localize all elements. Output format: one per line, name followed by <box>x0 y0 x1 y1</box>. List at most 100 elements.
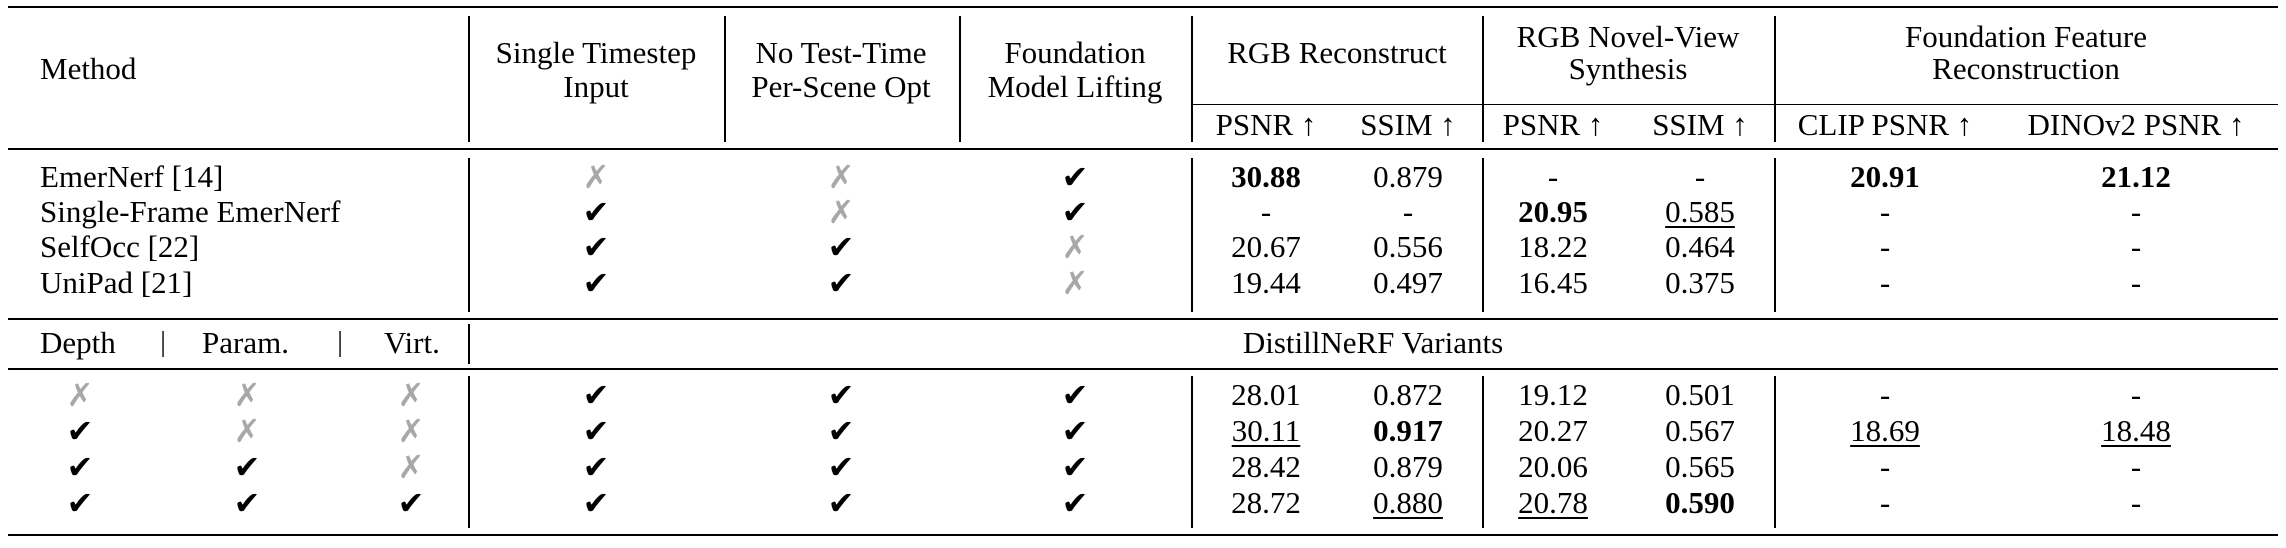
rgb-psnr-value: - <box>1260 194 1272 229</box>
col-divider <box>1191 16 1193 142</box>
check-icon: ✔ <box>582 449 610 485</box>
nvs-psnr-value: 20.27 <box>1518 413 1588 448</box>
cross-icon: ✗ <box>1061 229 1089 265</box>
clip-psnr-value: - <box>1879 485 1891 520</box>
check-icon: ✔ <box>1061 449 1089 485</box>
clip-psnr-value: - <box>1879 377 1891 412</box>
header-rgb-psnr: PSNR ↑ <box>1215 107 1317 142</box>
nvs-ssim-value: 0.464 <box>1665 229 1735 264</box>
check-icon: ✔ <box>1061 413 1089 449</box>
header-rgb-nvs-l2: Synthesis <box>1568 51 1688 86</box>
cross-icon: ✗ <box>233 413 261 449</box>
nvs-psnr-value: 20.78 <box>1518 485 1588 520</box>
rgb-ssim-value: - <box>1402 194 1414 229</box>
dino-psnr-value: - <box>2130 194 2142 229</box>
header-nvs-ssim: SSIM ↑ <box>1652 107 1748 142</box>
header-bottom-rule <box>8 148 2278 150</box>
clip-psnr-value: 20.91 <box>1850 159 1920 194</box>
nvs-ssim-value: 0.567 <box>1665 413 1735 448</box>
dino-psnr-value: - <box>2130 449 2142 484</box>
check-icon: ✔ <box>582 194 610 230</box>
variants-section-title: DistillNeRF Variants <box>1242 325 1504 360</box>
header-dino-psnr: DINOv2 PSNR ↑ <box>2027 107 2245 142</box>
rgb-ssim-value: 0.556 <box>1373 229 1443 264</box>
cross-icon: ✗ <box>66 377 94 413</box>
check-icon: ✔ <box>66 449 94 485</box>
nvs-ssim-value: - <box>1694 159 1706 194</box>
top-rule <box>8 6 2278 8</box>
check-icon: ✔ <box>233 485 261 521</box>
clip-psnr-value: - <box>1879 449 1891 484</box>
check-icon: ✔ <box>582 413 610 449</box>
nvs-psnr-value: 18.22 <box>1518 229 1588 264</box>
col-divider <box>1482 158 1484 312</box>
nvs-psnr-value: 19.12 <box>1518 377 1588 412</box>
dino-psnr-value: - <box>2130 229 2142 264</box>
dino-psnr-value: 18.48 <box>2101 413 2171 448</box>
col-divider <box>1774 376 1776 528</box>
rgb-ssim-value: 0.917 <box>1373 413 1443 448</box>
rgb-psnr-value: 30.11 <box>1231 413 1301 448</box>
check-icon: ✔ <box>827 485 855 521</box>
header-single-timestep-l2: Input <box>563 69 629 104</box>
col-divider <box>1774 158 1776 312</box>
rgb-psnr-value: 28.72 <box>1231 485 1301 520</box>
subheader-rule <box>1192 104 2278 106</box>
check-icon: ✔ <box>827 229 855 265</box>
cross-icon: ✗ <box>397 413 425 449</box>
rgb-psnr-value: 30.88 <box>1231 159 1301 194</box>
col-divider <box>468 158 470 312</box>
variants-header-rule <box>8 368 2278 370</box>
header-clip-psnr: CLIP PSNR ↑ <box>1797 107 1973 142</box>
check-icon: ✔ <box>66 485 94 521</box>
method-name: Single-Frame EmerNerf <box>40 194 341 229</box>
header-single-timestep-l1: Single Timestep <box>495 35 697 70</box>
col-divider <box>1191 158 1193 312</box>
rgb-ssim-value: 0.872 <box>1373 377 1443 412</box>
col-divider <box>1774 16 1776 142</box>
check-icon: ✔ <box>827 377 855 413</box>
check-icon: ✔ <box>582 229 610 265</box>
check-icon: ✔ <box>66 413 94 449</box>
dino-psnr-value: - <box>2130 377 2142 412</box>
nvs-psnr-value: - <box>1547 159 1559 194</box>
check-icon: ✔ <box>1061 485 1089 521</box>
method-name: UniPad [21] <box>40 265 193 300</box>
header-rgb-nvs-l1: RGB Novel-View <box>1516 19 1740 54</box>
variant-header-virt: Virt. <box>384 325 440 360</box>
col-divider <box>468 324 470 364</box>
col-divider <box>1482 16 1484 142</box>
header-nvs-psnr: PSNR ↑ <box>1502 107 1604 142</box>
rgb-psnr-value: 20.67 <box>1231 229 1301 264</box>
rgb-ssim-value: 0.879 <box>1373 449 1443 484</box>
clip-psnr-value: - <box>1879 265 1891 300</box>
check-icon: ✔ <box>582 377 610 413</box>
dino-psnr-value: - <box>2130 485 2142 520</box>
header-method: Method <box>40 51 137 86</box>
nvs-psnr-value: 20.95 <box>1518 194 1588 229</box>
clip-psnr-value: - <box>1879 229 1891 264</box>
cross-icon: ✗ <box>1061 265 1089 301</box>
check-icon: ✔ <box>1061 159 1089 195</box>
cross-icon: ✗ <box>233 377 261 413</box>
bottom-rule <box>8 534 2278 536</box>
rgb-psnr-value: 28.42 <box>1231 449 1301 484</box>
cross-icon: ✗ <box>397 377 425 413</box>
check-icon: ✔ <box>827 449 855 485</box>
check-icon: ✔ <box>827 265 855 301</box>
rgb-ssim-value: 0.879 <box>1373 159 1443 194</box>
col-divider <box>959 16 961 142</box>
header-no-test-time-l2: Per-Scene Opt <box>751 69 931 104</box>
header-ffr-l1: Foundation Feature <box>1905 19 2147 54</box>
check-icon: ✔ <box>1061 194 1089 230</box>
col-divider <box>468 16 470 142</box>
check-icon: ✔ <box>582 265 610 301</box>
header-rgb-ssim: SSIM ↑ <box>1360 107 1456 142</box>
rgb-ssim-value: 0.880 <box>1373 485 1443 520</box>
check-icon: ✔ <box>582 485 610 521</box>
col-divider <box>1191 376 1193 528</box>
nvs-ssim-value: 0.565 <box>1665 449 1735 484</box>
check-icon: ✔ <box>233 449 261 485</box>
variant-header-separator: | <box>337 327 343 358</box>
variant-header-param: Param. <box>202 325 289 360</box>
